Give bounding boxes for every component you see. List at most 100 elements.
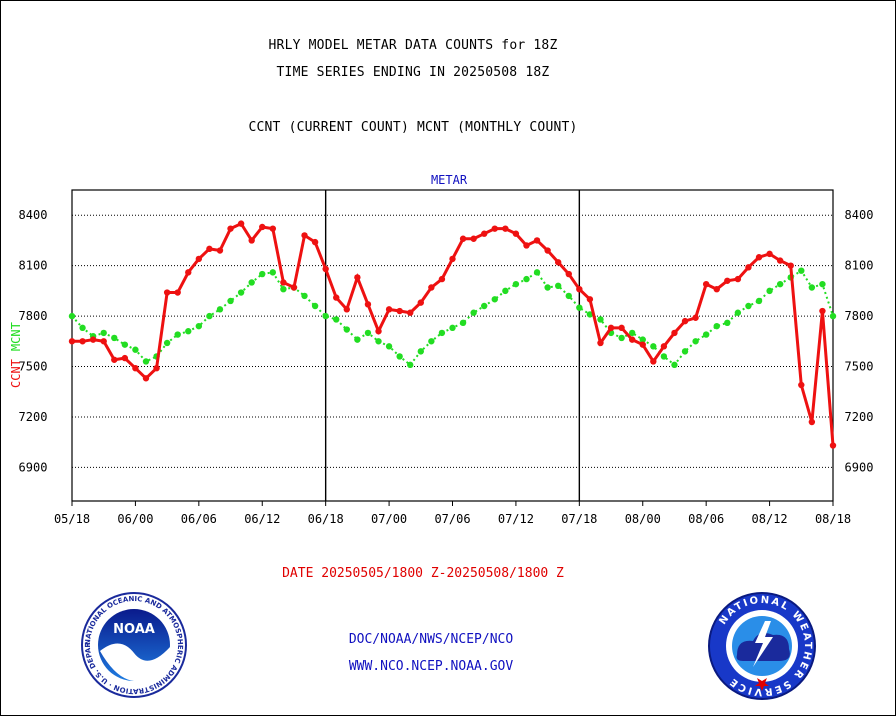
point-ccnt-4 <box>111 356 118 363</box>
point-mcnt-16 <box>237 289 245 296</box>
point-ccnt-60 <box>702 280 710 288</box>
point-ccnt-56 <box>660 343 668 350</box>
point-mcnt-71 <box>819 280 826 288</box>
point-mcnt-4 <box>111 334 118 342</box>
point-mcnt-30 <box>385 343 393 350</box>
noaa-logo-text: NOAA <box>113 622 155 637</box>
point-mcnt-24 <box>322 312 329 320</box>
point-mcnt-65 <box>755 297 763 305</box>
point-mcnt-59 <box>692 338 699 345</box>
point-ccnt-8 <box>153 364 160 372</box>
point-ccnt-39 <box>481 230 488 237</box>
point-ccnt-47 <box>565 270 572 278</box>
y-tick-right-8400: 8400 <box>845 208 874 222</box>
point-mcnt-17 <box>248 279 255 286</box>
point-ccnt-21 <box>290 284 298 291</box>
point-ccnt-1 <box>79 338 86 345</box>
chart-title-line-1: HRLY MODEL METAR DATA COUNTS for 18Z <box>268 38 558 53</box>
point-ccnt-44 <box>533 237 541 244</box>
y-axis-label-mcnt: MCNT <box>9 322 23 351</box>
point-ccnt-23 <box>311 238 319 246</box>
point-mcnt-37 <box>459 319 467 327</box>
point-mcnt-22 <box>301 292 308 300</box>
y-tick-right-8100: 8100 <box>845 259 874 273</box>
point-ccnt-35 <box>438 275 446 283</box>
point-ccnt-32 <box>407 309 414 316</box>
point-ccnt-11 <box>185 269 192 276</box>
point-mcnt-18 <box>259 270 266 278</box>
point-mcnt-9 <box>163 339 171 347</box>
x-tick-label-0: 05/18 <box>54 512 90 526</box>
point-mcnt-44 <box>533 269 541 276</box>
point-ccnt-45 <box>544 247 551 254</box>
point-mcnt-54 <box>639 336 646 343</box>
org-label: DOC/NOAA/NWS/NCEP/NCO <box>348 632 514 647</box>
point-ccnt-43 <box>523 242 530 249</box>
point-mcnt-34 <box>428 338 435 345</box>
url-label: WWW.NCO.NCEP.NOAA.GOV <box>348 659 514 674</box>
point-ccnt-71 <box>819 307 826 315</box>
point-ccnt-68 <box>787 262 794 269</box>
point-mcnt-56 <box>660 353 668 360</box>
point-mcnt-20 <box>280 285 287 293</box>
point-mcnt-64 <box>745 302 752 310</box>
point-mcnt-12 <box>195 322 203 330</box>
point-mcnt-11 <box>185 328 192 335</box>
x-tick-label-3: 06/12 <box>244 512 280 526</box>
y-tick-right-7800: 7800 <box>845 309 874 323</box>
y-tick-left-7200: 7200 <box>19 410 48 424</box>
x-tick-label-5: 07/00 <box>371 512 407 526</box>
point-mcnt-72 <box>829 312 837 320</box>
point-ccnt-19 <box>269 225 277 232</box>
point-ccnt-34 <box>428 284 435 291</box>
point-mcnt-46 <box>554 282 562 290</box>
point-mcnt-61 <box>713 322 720 330</box>
point-mcnt-13 <box>206 312 213 320</box>
point-mcnt-1 <box>79 324 86 332</box>
point-mcnt-5 <box>121 341 129 348</box>
point-ccnt-51 <box>607 324 615 332</box>
x-tick-label-11: 08/12 <box>752 512 788 526</box>
y-tick-left-7500: 7500 <box>19 360 48 374</box>
point-mcnt-41 <box>502 287 509 295</box>
point-mcnt-40 <box>491 296 498 303</box>
point-mcnt-52 <box>618 334 625 342</box>
point-mcnt-69 <box>798 267 805 274</box>
point-mcnt-26 <box>343 326 351 333</box>
point-ccnt-14 <box>216 247 224 254</box>
point-ccnt-6 <box>132 364 139 372</box>
date-range-label: DATE 20250505/1800 Z-20250508/1800 Z <box>282 566 564 581</box>
point-mcnt-36 <box>449 324 456 332</box>
point-mcnt-55 <box>650 343 657 350</box>
y-tick-left-8400: 8400 <box>19 208 48 222</box>
point-mcnt-63 <box>734 309 742 316</box>
point-ccnt-42 <box>512 230 520 237</box>
x-tick-label-9: 08/00 <box>625 512 661 526</box>
x-tick-label-2: 06/06 <box>181 512 217 526</box>
point-mcnt-67 <box>776 280 784 288</box>
y-axis-label: CCNT MCNT <box>9 322 23 388</box>
point-ccnt-31 <box>396 307 403 315</box>
point-ccnt-10 <box>174 289 181 296</box>
point-mcnt-23 <box>311 302 319 310</box>
noaa-logo: NATIONAL OCEANIC AND ATMOSPHERIC ADMINIS… <box>80 591 187 698</box>
point-ccnt-25 <box>333 294 340 301</box>
y-tick-right-7500: 7500 <box>845 360 874 374</box>
point-ccnt-72 <box>829 442 837 449</box>
point-mcnt-10 <box>174 331 181 338</box>
point-ccnt-62 <box>724 277 731 284</box>
point-mcnt-50 <box>597 316 604 323</box>
point-ccnt-50 <box>597 339 604 347</box>
point-ccnt-49 <box>586 296 594 303</box>
point-mcnt-57 <box>671 361 678 369</box>
point-ccnt-54 <box>639 341 646 348</box>
point-mcnt-49 <box>586 311 594 318</box>
point-ccnt-3 <box>100 338 107 345</box>
point-ccnt-59 <box>692 314 699 321</box>
point-ccnt-13 <box>206 245 213 253</box>
point-ccnt-2 <box>89 336 97 343</box>
point-mcnt-19 <box>269 269 277 276</box>
point-ccnt-53 <box>628 336 636 343</box>
point-ccnt-9 <box>163 289 171 296</box>
point-mcnt-35 <box>438 329 446 337</box>
